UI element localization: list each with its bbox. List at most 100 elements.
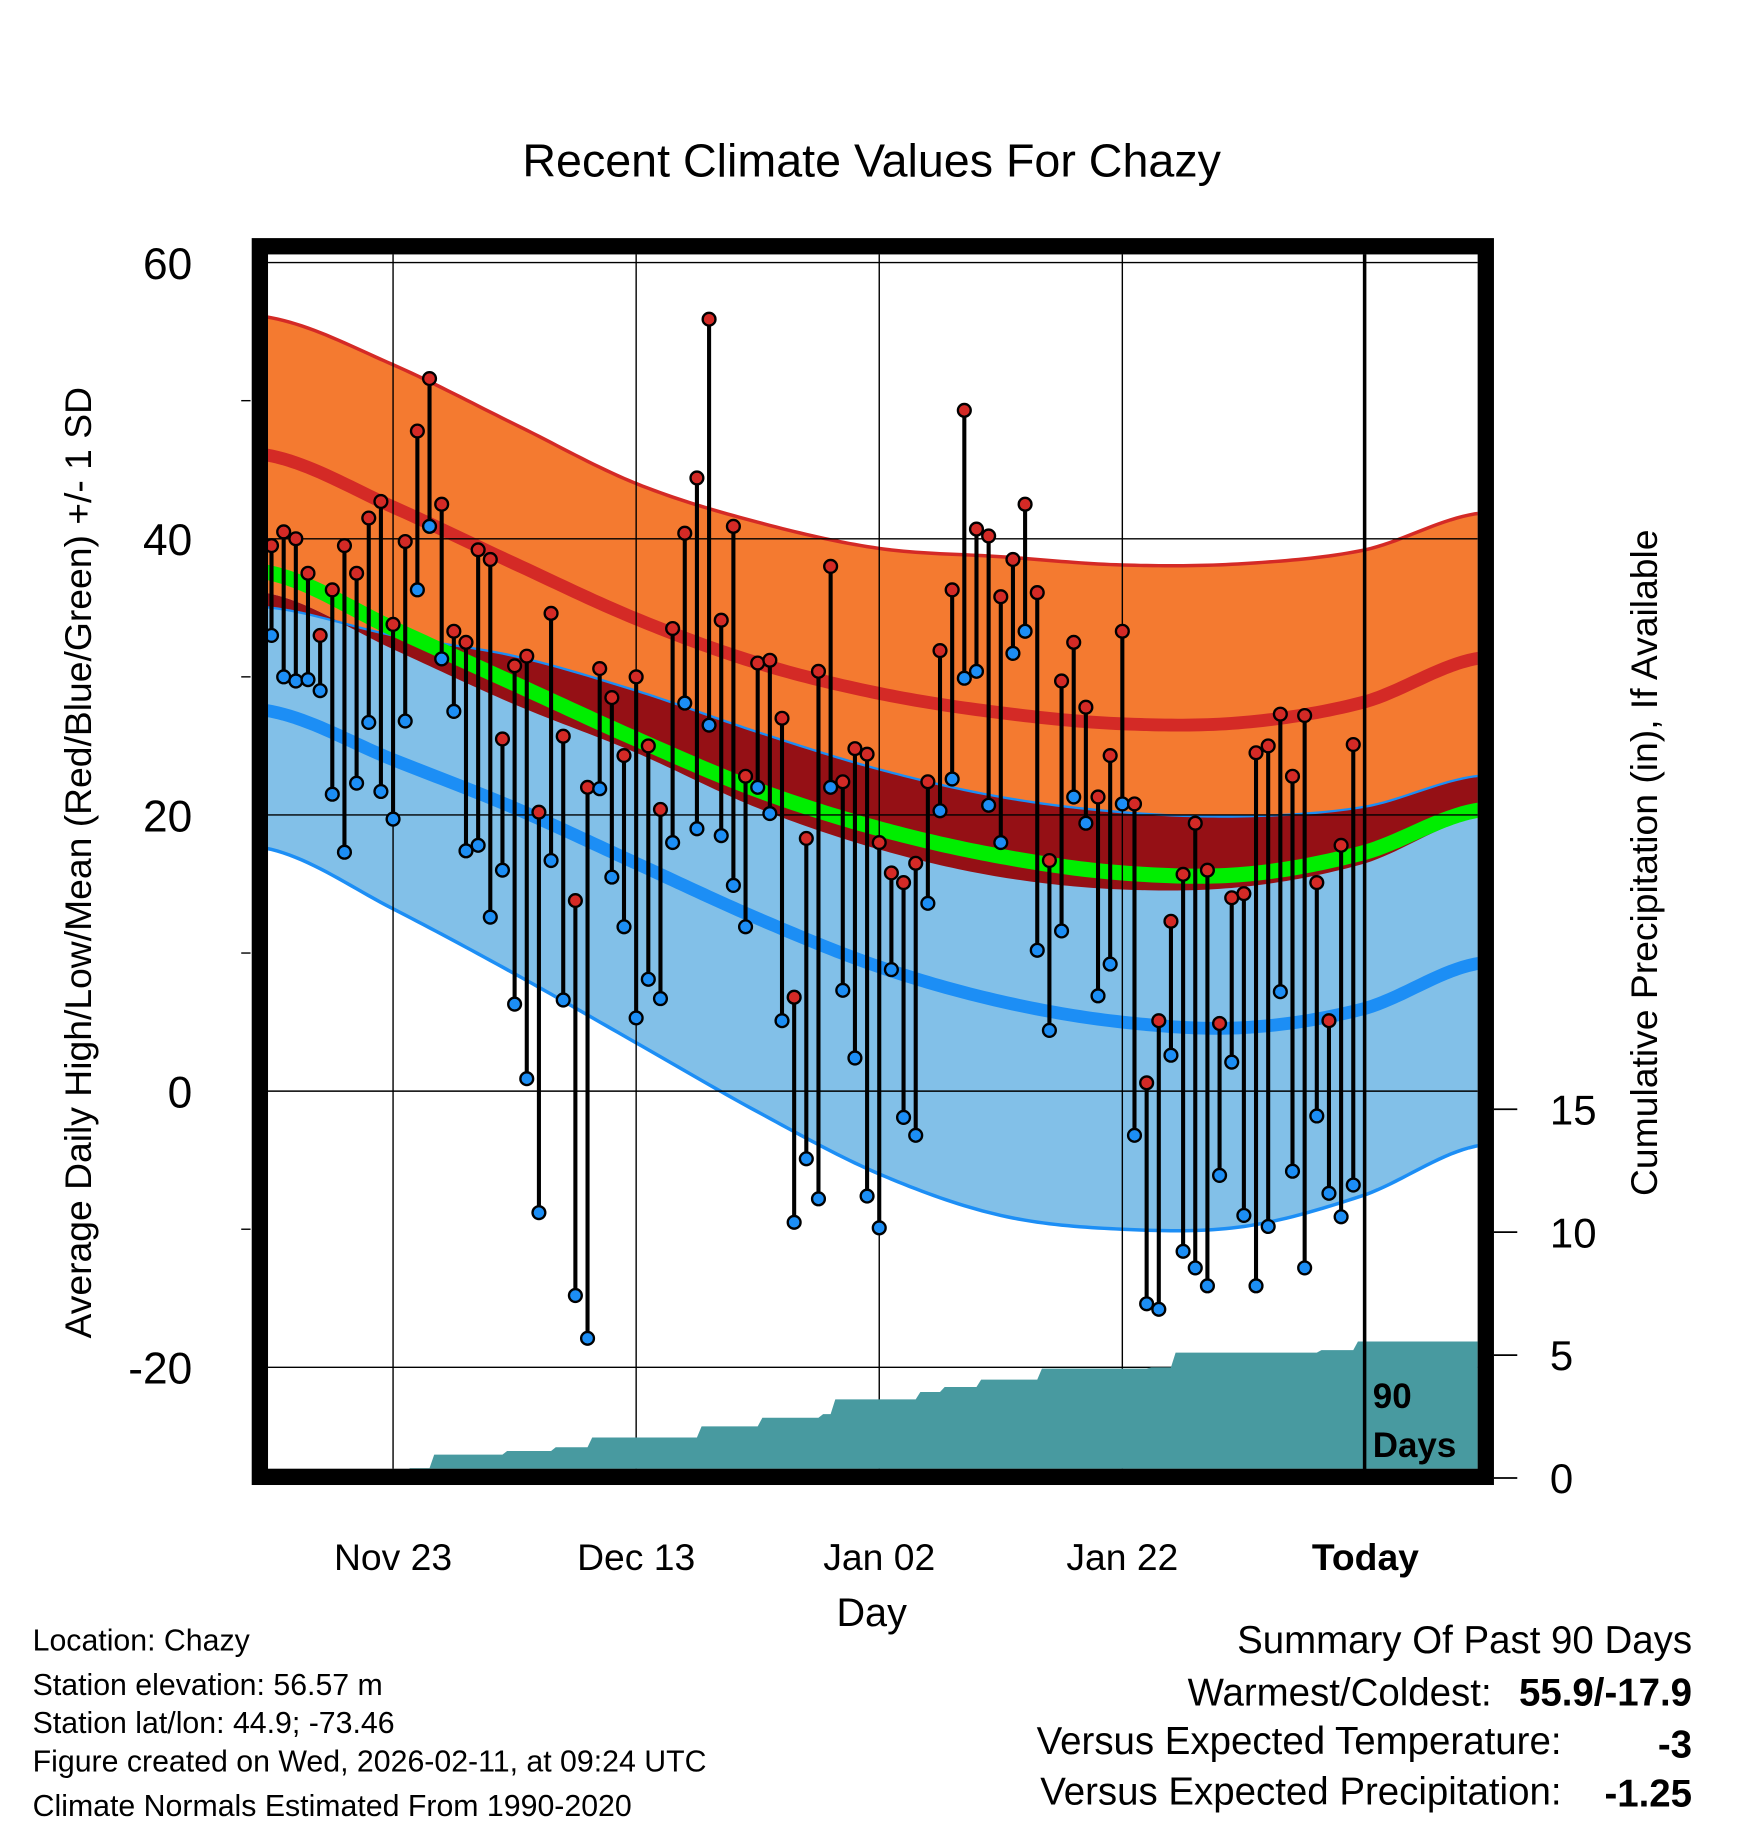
- footer-latlon: Station lat/lon: 44.9; -73.46: [33, 1707, 395, 1740]
- daily-high-point: [1284, 768, 1301, 784]
- station-info: Location: Chazy Station elevation: 56.57…: [33, 1624, 707, 1822]
- daily-high-point: [1163, 913, 1179, 929]
- daily-low-point: [774, 1013, 790, 1029]
- daily-high-point: [750, 655, 766, 671]
- daily-high-point: [1248, 745, 1264, 761]
- x-tick-label: Today: [1312, 1536, 1419, 1578]
- daily-low-point: [1345, 1177, 1361, 1193]
- daily-low-point: [1029, 942, 1045, 958]
- precip-cumulative-area: [409, 1341, 1478, 1469]
- chart-title: Recent Climate Values For Chazy: [522, 134, 1221, 186]
- daily-low-point: [993, 834, 1009, 851]
- y-tick-label: 40: [143, 516, 192, 565]
- daily-high-point: [268, 538, 280, 554]
- daily-high-point: [1297, 707, 1313, 724]
- daily-high-point: [652, 801, 669, 817]
- daily-high-point: [1199, 862, 1215, 878]
- daily-high-point: [458, 634, 474, 650]
- daily-low-point: [543, 852, 559, 869]
- precip-area: [409, 1341, 1478, 1469]
- daily-high-point: [1187, 815, 1203, 831]
- daily-high-point: [361, 510, 377, 526]
- high-plus-sd-line: [268, 315, 1478, 568]
- daily-low-point: [592, 781, 608, 797]
- daily-low-point: [713, 828, 729, 844]
- daily-high-point: [981, 528, 997, 544]
- daily-high-point: [847, 741, 863, 757]
- y-tick-label: -20: [128, 1345, 192, 1394]
- daily-low-point: [640, 971, 656, 987]
- daily-high-point: [1139, 1075, 1155, 1091]
- daily-high-point: [1175, 866, 1191, 882]
- daily-high-point: [689, 470, 705, 486]
- daily-high-point: [725, 518, 741, 534]
- daily-high-point: [494, 731, 511, 747]
- daily-high-point: [677, 525, 693, 541]
- low-sd-band: [268, 607, 1478, 1231]
- daily-low-point: [1053, 923, 1070, 939]
- daily-high-point: [1090, 789, 1106, 805]
- daily-low-point: [1224, 1054, 1240, 1070]
- daily-low-point: [798, 1151, 814, 1167]
- daily-high-point: [895, 875, 912, 891]
- daily-high-point: [1272, 706, 1288, 722]
- daily-low-point: [507, 996, 523, 1012]
- daily-high-point: [737, 768, 754, 784]
- daily-high-point: [1066, 634, 1082, 650]
- daily-low-point: [288, 673, 304, 689]
- daily-low-point: [385, 811, 401, 827]
- y2-tick-label: 0: [1550, 1455, 1573, 1502]
- x-tick-label: Jan 02: [823, 1536, 935, 1578]
- daily-high-point: [579, 779, 596, 795]
- daily-high-point: [835, 774, 851, 790]
- daily-low-point: [1260, 1218, 1276, 1235]
- daily-high-point: [810, 663, 827, 679]
- daily-low-point: [1248, 1278, 1264, 1294]
- daily-high-point: [397, 533, 413, 550]
- daily-high-point: [336, 538, 353, 554]
- daily-low-point: [1017, 623, 1033, 639]
- daily-low-point: [1126, 1127, 1143, 1143]
- axes: 60 40 20 0 -20 15 10 5 0 Nov 23 Dec 13 Jan 02 Jan 22…: [128, 240, 1596, 1578]
- daily-low-point: [1066, 789, 1082, 805]
- daily-high-point: [507, 658, 523, 674]
- daily-high-point: [385, 616, 401, 632]
- summary-temp-value: -3: [1658, 1724, 1692, 1767]
- daily-high-point: [628, 669, 644, 685]
- summary-title: Summary Of Past 90 Days: [1237, 1619, 1692, 1662]
- daily-high-point: [1029, 585, 1045, 601]
- daily-low-point: [895, 1109, 912, 1125]
- daily-low-point: [336, 844, 353, 860]
- daily-high-point: [1005, 551, 1021, 568]
- daily-high-point: [519, 648, 535, 664]
- daily-high-point: [1260, 738, 1276, 754]
- daily-high-point: [1017, 496, 1033, 512]
- daily-low-point: [908, 1127, 924, 1143]
- summary-warmest-label: Warmest/Coldest:: [1188, 1671, 1492, 1714]
- y-tick-label: 20: [143, 792, 192, 841]
- footer-created: Figure created on Wed, 2026-02-11, at 09…: [33, 1746, 707, 1779]
- daily-low-point: [932, 803, 948, 819]
- daily-points: [268, 311, 1361, 1346]
- daily-low-point: [810, 1191, 827, 1207]
- daily-low-point: [1187, 1260, 1203, 1276]
- daily-high-point: [920, 774, 936, 790]
- summary-temp-label: Versus Expected Temperature:: [1037, 1720, 1562, 1763]
- daily-low-point: [397, 713, 413, 729]
- daily-low-point: [1284, 1163, 1301, 1179]
- daily-low-point: [268, 627, 280, 643]
- daily-high-point: [1236, 886, 1252, 902]
- today-label-days: Days: [1373, 1426, 1457, 1465]
- daily-low-point: [1309, 1108, 1325, 1124]
- summary-warmest-value: 55.9/-17.9: [1519, 1671, 1692, 1714]
- daily-low-point: [579, 1330, 596, 1346]
- daily-high-point: [373, 493, 389, 510]
- daily-high-point: [774, 710, 790, 726]
- daily-high-point: [871, 834, 887, 851]
- daily-low-point: [446, 703, 462, 719]
- daily-low-point: [482, 909, 498, 925]
- daily-low-point: [835, 982, 851, 998]
- y2-tick-label: 15: [1550, 1086, 1597, 1133]
- daily-high-point: [1333, 837, 1349, 853]
- daily-low-point: [1041, 1022, 1057, 1038]
